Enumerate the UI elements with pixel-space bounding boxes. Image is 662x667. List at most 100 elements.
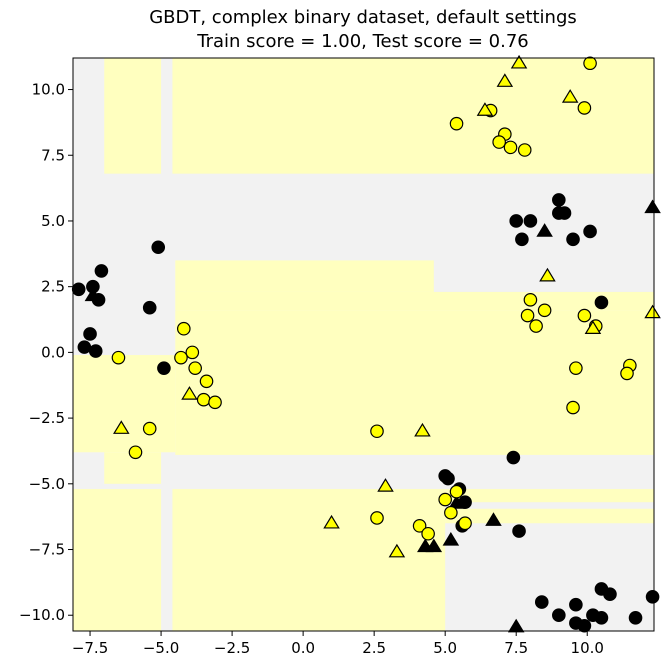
point-class-1-train-31 [421, 526, 435, 541]
point-class-0-train-14 [583, 224, 597, 239]
y-tick-label-3: −2.5 [29, 409, 65, 427]
x-tick-label-6: 7.5 [504, 639, 528, 657]
point-class-1-test-2 [476, 102, 494, 116]
region-class-1-8 [172, 489, 446, 631]
point-class-1-train-16 [569, 361, 583, 375]
point-class-0-train-22 [441, 471, 455, 486]
x-tick-label-2: −2.5 [214, 639, 250, 657]
point-class-1-test-0 [510, 54, 528, 69]
point-class-1-train-8 [523, 293, 538, 307]
point-class-0-test-2 [644, 199, 661, 214]
point-class-0-train-15 [509, 214, 524, 228]
point-class-0-train-13 [566, 232, 580, 247]
point-class-1-test-7 [181, 386, 198, 400]
point-class-1-train-11 [529, 319, 543, 333]
point-class-1-train-34 [449, 484, 464, 499]
point-class-0-train-7 [151, 240, 166, 255]
point-class-1-train-2 [577, 101, 592, 115]
chart-title: GBDT, complex binary dataset, default se… [149, 7, 577, 28]
region-class-1-3 [175, 291, 654, 311]
point-class-1-train-28 [370, 424, 384, 439]
point-class-0-test-1 [536, 223, 553, 237]
point-class-1-train-35 [458, 516, 472, 531]
point-class-1-train-30 [412, 519, 427, 533]
point-class-0-train-25 [512, 524, 526, 538]
point-class-1-test-8 [113, 420, 130, 434]
point-class-0-train-6 [88, 344, 103, 358]
point-class-0-test-6 [448, 495, 465, 509]
point-class-0-train-18 [594, 295, 609, 310]
point-class-0-train-0 [71, 282, 86, 297]
point-class-1-train-24 [208, 395, 222, 410]
point-class-0-test-7 [485, 512, 502, 526]
x-tick-label-5: 5.0 [433, 639, 457, 657]
point-class-1-train-26 [142, 421, 157, 436]
point-class-1-train-25 [111, 350, 126, 365]
point-class-0-train-19 [506, 450, 521, 465]
point-class-0-train-5 [77, 340, 92, 354]
point-class-0-train-12 [552, 206, 566, 220]
point-class-1-train-12 [577, 308, 592, 323]
point-class-1-train-10 [520, 308, 535, 323]
point-class-1-train-33 [444, 505, 458, 520]
point-class-0-train-17 [515, 232, 529, 247]
point-class-1-test-9 [414, 422, 431, 437]
point-class-0-train-32 [594, 611, 609, 625]
point-class-1-train-23 [196, 392, 211, 407]
point-class-0-train-16 [523, 214, 538, 228]
point-class-0-train-8 [142, 300, 157, 315]
point-class-0-train-28 [569, 597, 583, 612]
y-tick-label-8: 10.0 [32, 81, 65, 99]
point-class-1-train-27 [128, 445, 143, 460]
point-class-1-test-5 [584, 320, 602, 335]
y-axis: −10.0 −7.5 −5.0 −2.5 0.0 2.5 5.0 7.5 10.0 [19, 81, 73, 624]
y-tick-label-0: −10.0 [19, 606, 65, 624]
x-tick-label-4: 2.5 [362, 639, 386, 657]
point-class-1-train-20 [174, 350, 188, 365]
point-class-1-train-0 [583, 56, 597, 71]
y-tick-label-2: −5.0 [29, 475, 65, 493]
point-class-0-test-5 [442, 531, 460, 546]
point-class-1-test-12 [388, 543, 406, 558]
point-class-1-train-6 [503, 140, 518, 155]
point-class-1-test-10 [377, 478, 394, 492]
y-tick-label-6: 5.0 [41, 212, 65, 230]
point-class-0-train-4 [83, 327, 97, 341]
plot-frame [72, 57, 655, 632]
region-class-1-10 [445, 508, 654, 524]
point-class-0-train-9 [157, 361, 171, 375]
x-tick-label-3: 0.0 [291, 639, 315, 657]
point-class-1-test-11 [323, 514, 340, 529]
point-class-1-train-22 [199, 374, 214, 389]
point-class-0-train-35 [628, 611, 643, 625]
point-class-1-test-4 [539, 267, 556, 282]
point-class-1-test-3 [561, 89, 579, 103]
point-class-1-test-1 [496, 73, 514, 87]
data-points [71, 54, 661, 633]
point-class-0-train-27 [552, 608, 566, 623]
y-tick-label-4: 0.0 [41, 343, 65, 361]
x-tick-label-0: −7.5 [72, 639, 108, 657]
point-class-0-train-2 [94, 264, 109, 278]
point-class-0-train-30 [577, 618, 592, 633]
point-class-1-train-21 [188, 361, 202, 375]
point-class-0-train-10 [552, 193, 566, 207]
point-class-1-train-3 [449, 116, 464, 131]
region-class-1-1 [172, 58, 654, 174]
point-class-1-train-5 [492, 135, 506, 149]
chart-subtitle: Train score = 1.00, Test score = 0.76 [196, 31, 528, 52]
region-class-1-7 [73, 489, 162, 631]
region-class-1-5 [175, 310, 654, 455]
point-class-1-train-29 [370, 511, 384, 525]
region-class-1-0 [104, 58, 162, 174]
point-class-1-train-17 [566, 400, 580, 415]
x-axis: −7.5 −5.0 −2.5 0.0 2.5 5.0 7.5 10.0 [72, 631, 604, 657]
point-class-0-test-4 [425, 538, 443, 553]
x-tick-label-7: 10.0 [571, 639, 604, 657]
point-class-0-train-26 [534, 595, 549, 609]
point-class-1-test-6 [644, 304, 661, 319]
y-tick-label-5: 2.5 [41, 278, 65, 296]
point-class-0-train-36 [645, 590, 660, 604]
point-class-0-test-0 [84, 287, 102, 302]
